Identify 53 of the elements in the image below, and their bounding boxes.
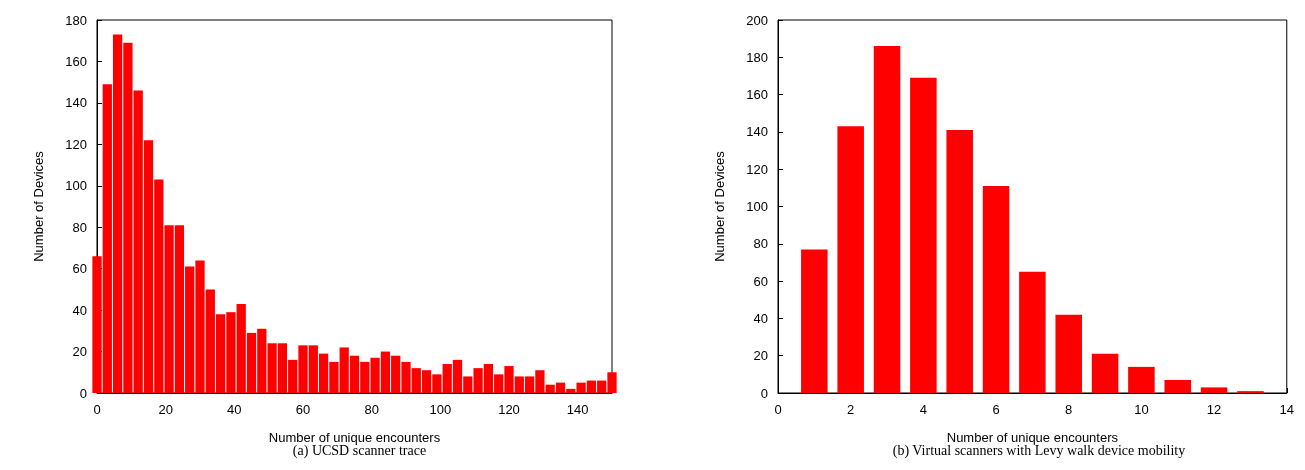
y-axis-title: Number of Devices <box>31 150 46 262</box>
bar <box>946 130 973 393</box>
y-tick-label: 20 <box>72 344 87 360</box>
x-tick-label: 8 <box>1065 402 1073 417</box>
x-tick-label: 14 <box>1279 402 1294 417</box>
x-tick-label: 0 <box>93 402 101 417</box>
x-tick-label: 12 <box>1206 402 1222 417</box>
y-tick-label: 180 <box>746 49 768 65</box>
bar <box>1019 271 1046 393</box>
y-tick-label: 40 <box>753 310 768 326</box>
y-tick-label: 140 <box>746 124 768 140</box>
y-tick-label: 120 <box>65 136 87 152</box>
x-tick-label: 60 <box>295 402 311 417</box>
y-tick-label: 60 <box>72 261 87 277</box>
x-tick-label: 10 <box>1134 402 1149 417</box>
x-tick-label: 20 <box>158 402 173 417</box>
bar <box>1055 314 1082 393</box>
y-tick-label: 180 <box>65 12 87 28</box>
y-axis-title: Number of Devices <box>712 150 727 262</box>
y-tick-label: 60 <box>753 273 768 289</box>
x-tick-label: 100 <box>429 402 452 417</box>
x-tick-label: 140 <box>566 402 589 417</box>
x-tick-label: 120 <box>498 402 520 417</box>
bar <box>910 77 937 393</box>
y-tick-label: 200 <box>746 12 768 28</box>
bar <box>1091 353 1119 393</box>
bar <box>873 46 901 393</box>
y-tick-label: 100 <box>746 199 768 214</box>
y-tick-label: 20 <box>753 348 768 364</box>
x-tick-label: 2 <box>847 402 855 417</box>
bar <box>837 126 864 393</box>
x-axis-title: Number of unique encounters <box>268 430 441 445</box>
bar <box>801 249 828 393</box>
x-tick-label: 6 <box>992 402 1000 417</box>
bar <box>1128 366 1155 393</box>
x-tick-label: 4 <box>919 402 927 417</box>
y-tick-label: 0 <box>79 385 87 401</box>
x-axis-title: Number of unique encounters <box>946 430 1119 445</box>
y-tick-label: 80 <box>72 219 87 235</box>
bar <box>1200 387 1228 393</box>
y-tick-label: 140 <box>65 95 87 111</box>
x-tick-label: 80 <box>364 402 379 417</box>
x-tick-label: 0 <box>774 402 782 417</box>
y-tick-label: 120 <box>746 161 768 177</box>
x-tick-label: 40 <box>227 402 242 417</box>
y-tick-label: 160 <box>65 53 87 69</box>
bar <box>982 185 1010 393</box>
y-tick-label: 80 <box>753 236 768 252</box>
y-tick-label: 100 <box>65 178 87 194</box>
y-tick-label: 40 <box>72 302 87 318</box>
y-tick-label: 0 <box>760 385 768 401</box>
y-tick-label: 160 <box>746 87 768 103</box>
bar <box>1164 379 1192 393</box>
